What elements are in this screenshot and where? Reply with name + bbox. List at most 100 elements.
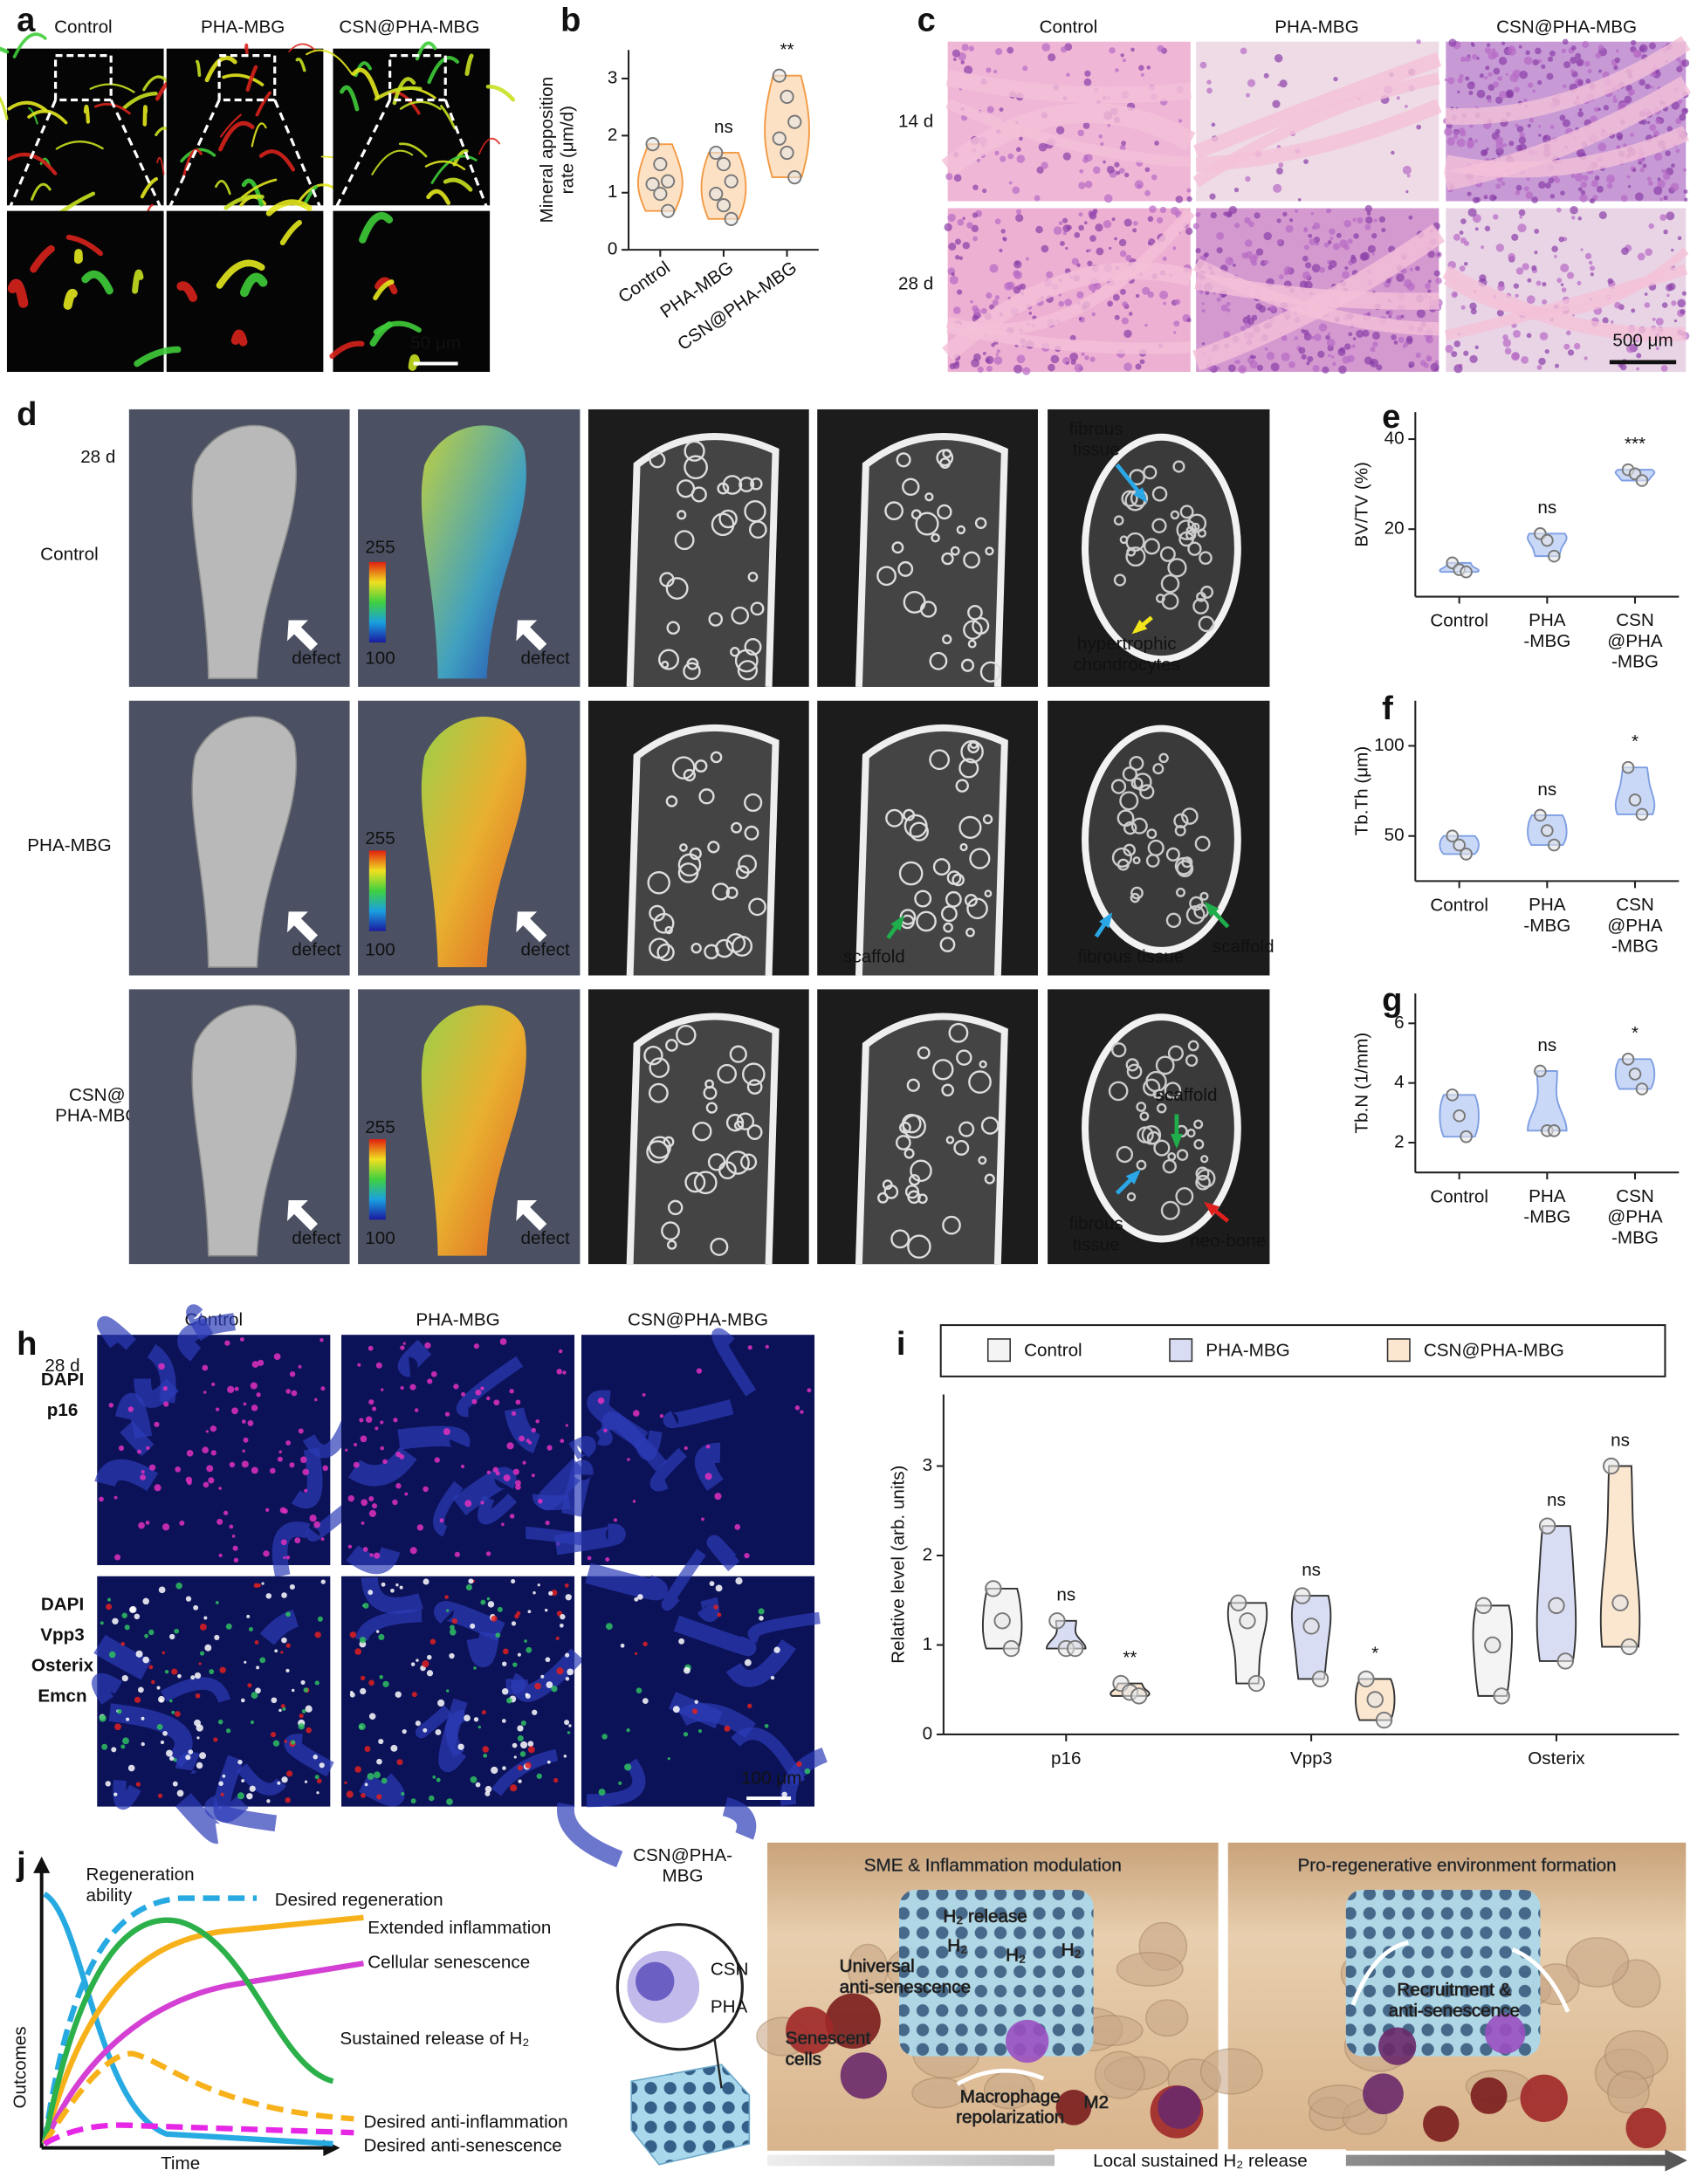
cell bbox=[1627, 184, 1632, 189]
trabecula bbox=[711, 512, 735, 537]
fluor-signal bbox=[240, 178, 278, 199]
signal bbox=[173, 1757, 177, 1762]
signal bbox=[414, 1408, 419, 1412]
signal bbox=[277, 1456, 283, 1462]
cell bbox=[1199, 61, 1207, 69]
signal bbox=[427, 1378, 433, 1384]
bone-cross-section bbox=[1082, 433, 1241, 663]
cell bbox=[986, 106, 994, 113]
cell bbox=[1481, 245, 1485, 250]
signal bbox=[515, 1484, 521, 1490]
signal bbox=[134, 1696, 141, 1703]
signal bbox=[278, 1708, 282, 1713]
bone-section bbox=[855, 1013, 1008, 1265]
trabecula bbox=[1199, 551, 1213, 566]
fluor-signal bbox=[478, 137, 500, 155]
senescent-cell bbox=[1005, 2019, 1049, 2064]
signal bbox=[511, 1578, 516, 1584]
signal bbox=[528, 1440, 532, 1445]
signal bbox=[495, 1632, 501, 1638]
signal bbox=[486, 1470, 491, 1475]
cell bbox=[1623, 143, 1627, 148]
senescent-cell bbox=[1158, 2085, 1201, 2129]
tissue bbox=[147, 1343, 176, 1404]
cell bbox=[1100, 141, 1104, 147]
cell bbox=[1132, 228, 1137, 233]
trabecula bbox=[704, 1079, 714, 1089]
signal bbox=[632, 1500, 636, 1503]
senescent-cell bbox=[1485, 2013, 1526, 2054]
y-tick-label: 1 bbox=[923, 1634, 933, 1654]
signal bbox=[298, 1364, 302, 1369]
trabecula bbox=[731, 821, 743, 834]
cell bbox=[1019, 283, 1027, 290]
signal bbox=[506, 1697, 512, 1704]
signal bbox=[502, 1661, 507, 1666]
cell bbox=[1648, 223, 1654, 230]
fluor-signal bbox=[218, 120, 255, 152]
cell bbox=[1425, 283, 1431, 289]
trabecula bbox=[1126, 1063, 1143, 1080]
cell bbox=[1577, 79, 1584, 86]
fluor-signal bbox=[295, 58, 306, 72]
fluor-signal bbox=[65, 234, 104, 257]
cell bbox=[962, 216, 965, 220]
signal bbox=[480, 1599, 486, 1605]
cell bbox=[1445, 345, 1453, 354]
cell bbox=[1607, 278, 1614, 285]
trabecula bbox=[744, 793, 763, 813]
label: PHA-MBG bbox=[27, 835, 111, 855]
signal bbox=[567, 1668, 574, 1676]
signal bbox=[248, 1626, 253, 1632]
label: PHA-MBG bbox=[416, 1310, 499, 1330]
signal bbox=[237, 1792, 244, 1800]
signal bbox=[208, 1477, 215, 1484]
cell bbox=[1405, 105, 1408, 108]
cell bbox=[1676, 57, 1681, 62]
trabecula bbox=[661, 660, 670, 669]
cell bbox=[1555, 363, 1560, 368]
cell bbox=[952, 361, 960, 369]
signal bbox=[395, 1451, 402, 1458]
trabecula bbox=[1129, 756, 1144, 772]
signal bbox=[378, 1633, 385, 1640]
signal bbox=[251, 1692, 258, 1699]
fluor-signal bbox=[485, 85, 516, 102]
cell bbox=[1311, 264, 1321, 273]
cell bbox=[972, 353, 981, 361]
cell bbox=[1306, 361, 1310, 366]
cell bbox=[1371, 233, 1378, 239]
defect-arrow bbox=[516, 620, 547, 651]
signal bbox=[531, 1427, 537, 1433]
signal bbox=[99, 1496, 104, 1502]
data-point bbox=[1538, 1517, 1556, 1535]
cell bbox=[1539, 332, 1549, 340]
cell bbox=[1089, 235, 1096, 243]
tissue bbox=[271, 1521, 311, 1578]
trabecula bbox=[1199, 891, 1209, 901]
data-point bbox=[772, 68, 787, 83]
cell bbox=[1256, 364, 1264, 372]
signal bbox=[380, 1420, 384, 1425]
data-point bbox=[1534, 1064, 1547, 1078]
cell bbox=[1479, 274, 1487, 282]
cell bbox=[1562, 38, 1569, 45]
fluor-signal bbox=[241, 178, 264, 207]
signal bbox=[487, 1601, 495, 1608]
cell bbox=[1546, 72, 1554, 80]
cell bbox=[1255, 248, 1264, 256]
cell bbox=[994, 218, 1001, 224]
trabecula bbox=[964, 894, 978, 907]
bone-section bbox=[626, 433, 780, 687]
cell bbox=[1469, 302, 1477, 310]
cell bbox=[1649, 124, 1657, 132]
y-tick-label: 4 bbox=[1394, 1072, 1405, 1092]
cell bbox=[1556, 278, 1563, 284]
signal bbox=[372, 1406, 377, 1411]
cell bbox=[1405, 335, 1413, 343]
cell bbox=[989, 264, 999, 273]
trabecula bbox=[979, 661, 1001, 683]
cell bbox=[1147, 291, 1154, 299]
cell bbox=[1359, 252, 1369, 261]
trabecula bbox=[948, 1022, 969, 1043]
